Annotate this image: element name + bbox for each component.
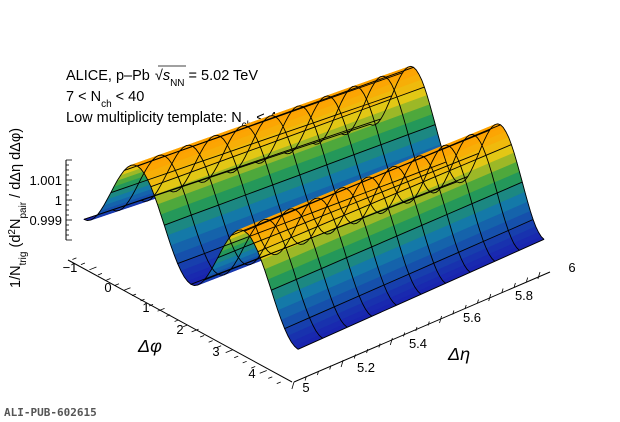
x-tick-label: 2: [176, 322, 183, 337]
x-tick-mark: [242, 360, 247, 364]
mesh-line-eta: [369, 65, 545, 240]
y-tick-mark: [501, 288, 504, 293]
mesh-line-eta: [169, 134, 373, 317]
y-tick-label: 5.2: [357, 360, 375, 375]
publication-label: ALI-PUB-602615: [4, 406, 97, 419]
y-tick-mark: [526, 277, 529, 282]
mesh-line-eta: [83, 164, 299, 350]
mesh-line-eta: [112, 154, 323, 339]
y-tick-label: 5.8: [515, 288, 533, 303]
y-tick-mark: [403, 332, 406, 337]
x-axis-title: Δφ: [137, 336, 162, 356]
y-tick-mark: [427, 321, 430, 326]
x-tick-mark: [217, 345, 222, 348]
x-tick-mark: [114, 283, 120, 286]
y-tick-label: 5.4: [409, 336, 427, 351]
x-tick-mark: [251, 366, 256, 369]
y-tick-mark: [353, 354, 356, 359]
y-tick-mark: [304, 376, 307, 381]
x-axis-line: [67, 259, 293, 383]
y-tick-label: 6: [568, 260, 575, 275]
x-tick-mark: [268, 376, 273, 379]
z-axis-title: 1/Ntrig (d2Npair / dΔη dΔφ): [7, 128, 29, 288]
y-tick-mark: [513, 282, 516, 288]
mesh-line-eta: [341, 75, 520, 251]
y-tick-mark: [317, 370, 319, 376]
mesh-line-eta: [284, 95, 471, 273]
tick-labels: 0.999 1 1.001 −1 0 1 2 3 4 5 5.2 5.4 5.6 5.8 6: [29, 173, 575, 395]
x-tick-mark: [165, 314, 171, 317]
x-tick-mark: [140, 298, 145, 302]
x-tick-mark: [80, 262, 86, 266]
x-tick-mark: [174, 319, 179, 322]
x-tick-mark: [225, 349, 233, 353]
x-tick-mark: [131, 293, 137, 297]
z-tick-label: 0.999: [29, 213, 62, 228]
x-tick-mark: [123, 287, 131, 291]
mesh-line-eta: [312, 85, 496, 262]
y-axis-title: Δη: [447, 344, 470, 364]
y-tick-mark: [329, 365, 332, 370]
y-tick-mark: [476, 299, 479, 304]
y-tick-mark: [464, 304, 467, 310]
annotation-line-2: 7 < Nch < 40: [66, 89, 144, 110]
x-tick-mark: [72, 257, 77, 260]
mesh-line-eta: [141, 144, 348, 328]
z-tick-label: 1: [55, 193, 62, 208]
y-tick-mark: [378, 343, 381, 348]
x-tick-label: −1: [63, 260, 78, 275]
x-tick-mark: [276, 381, 281, 384]
axes: [65, 159, 551, 390]
x-tick-label: 0: [104, 280, 111, 295]
x-tick-mark: [259, 370, 267, 374]
mesh-line-eta: [226, 115, 422, 295]
y-tick-mark: [291, 381, 295, 390]
x-tick-mark: [106, 278, 111, 281]
y-tick-mark: [366, 348, 369, 354]
y-tick-mark: [452, 310, 455, 315]
x-tick-mark: [157, 308, 165, 312]
mesh-line-eta: [198, 125, 397, 306]
x-tick-mark: [182, 324, 188, 328]
annotation-line-1: ALICE, p–Pb √sNN = 5.02 TeV: [66, 68, 258, 89]
x-tick-mark: [89, 266, 97, 271]
x-tick-label: 4: [248, 366, 255, 381]
y-tick-mark: [439, 315, 442, 324]
y-tick-mark: [340, 359, 344, 368]
y-tick-mark: [389, 337, 393, 346]
y-tick-mark: [415, 326, 418, 332]
x-tick-mark: [191, 328, 199, 333]
x-tick-mark: [234, 355, 239, 359]
z-tick-label: 1.001: [29, 173, 62, 188]
x-tick-mark: [199, 335, 205, 338]
x-tick-mark: [148, 304, 154, 307]
x-tick-label: 3: [212, 344, 219, 359]
y-axis-line: [293, 271, 551, 383]
y-tick-label: 5.6: [463, 310, 481, 325]
y-tick-label: 5: [302, 380, 309, 395]
y-tick-mark: [537, 271, 541, 280]
surface: [83, 65, 545, 350]
y-tick-mark: [488, 293, 492, 302]
x-tick-mark: [208, 340, 213, 343]
x-tick-label: 1: [142, 300, 149, 315]
x-tick-mark: [97, 273, 103, 276]
